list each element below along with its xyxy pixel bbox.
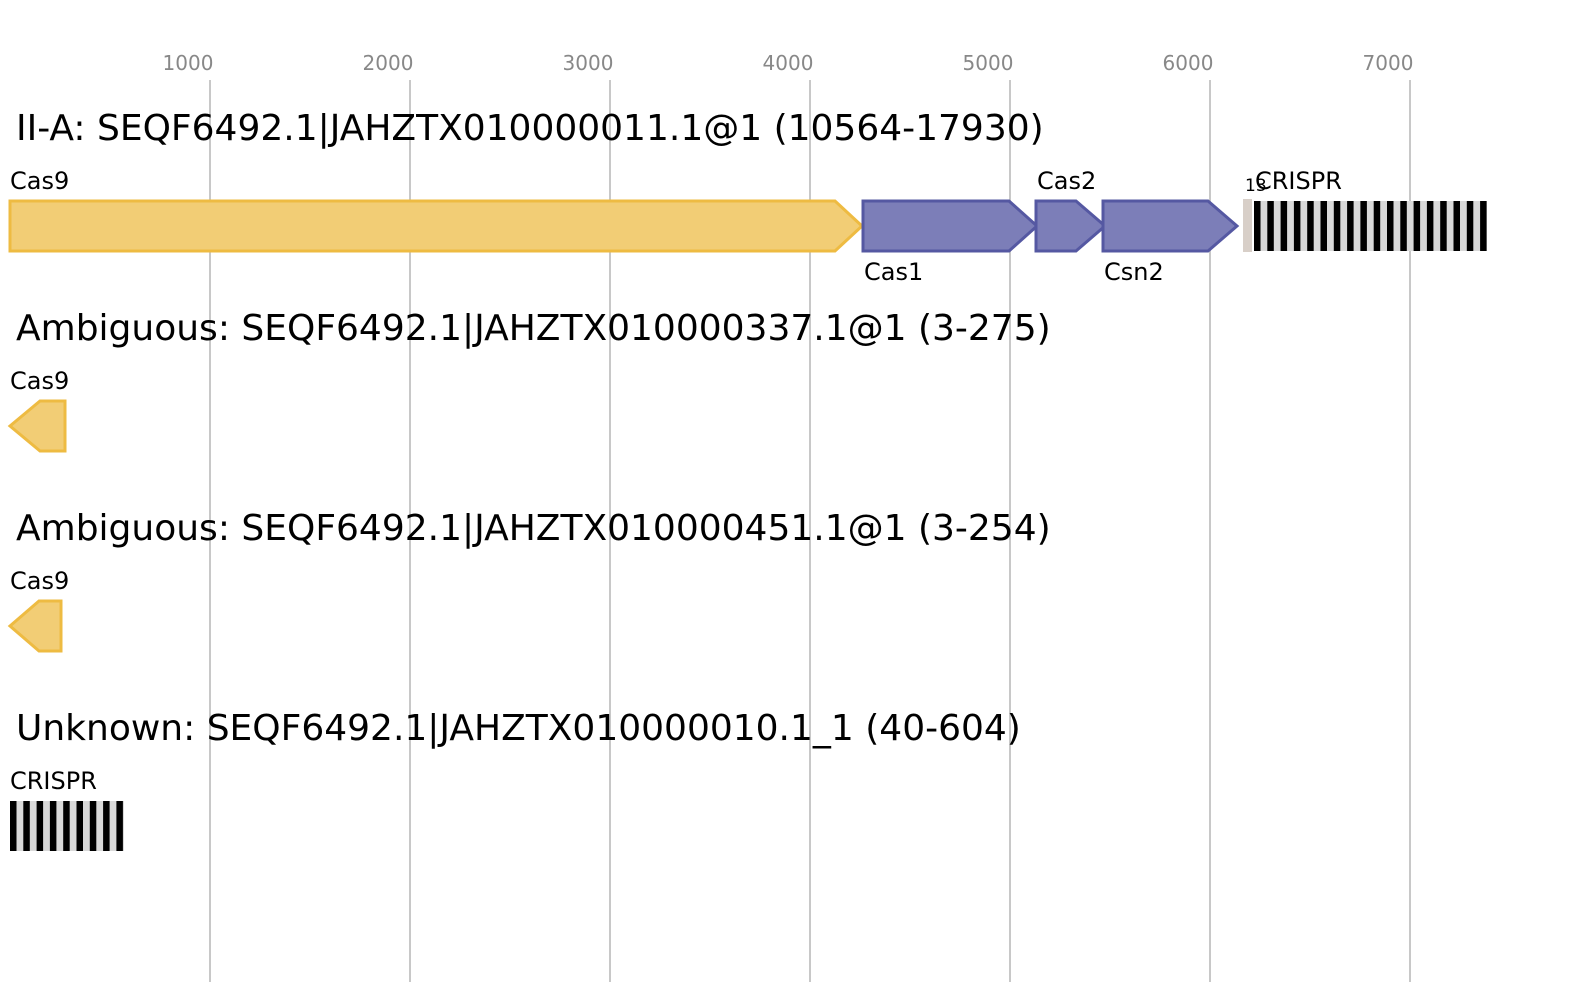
crispr-repeat (1254, 201, 1261, 251)
gene-label: Cas1 (864, 258, 923, 286)
gene-label: Cas9 (10, 567, 69, 595)
crispr-array[interactable]: CRISPR (10, 767, 124, 851)
crispr-repeat (1307, 201, 1314, 251)
track-ambiguous-451: Ambiguous: SEQF6492.1|JAHZTX010000451.1@… (7, 508, 1051, 653)
gene-arrow[interactable] (1034, 199, 1108, 253)
crispr-repeat (1267, 201, 1274, 251)
gene-arrow[interactable] (861, 199, 1040, 253)
gene-label: Cas2 (1037, 167, 1096, 195)
track-title: Ambiguous: SEQF6492.1|JAHZTX010000451.1@… (16, 508, 1051, 549)
crispr-repeat (1440, 201, 1447, 251)
gene-arrow[interactable] (8, 199, 865, 253)
gene-cas2[interactable]: Cas2 (1034, 167, 1108, 253)
crispr-spacer-background (1254, 201, 1487, 251)
crispr-label: CRISPR (10, 767, 97, 795)
crispr-repeat (89, 801, 97, 851)
gene-label: Cas9 (10, 167, 69, 195)
crispr-repeat (49, 801, 57, 851)
crispr-repeat (63, 801, 70, 851)
gene-cas9[interactable]: Cas9 (7, 567, 69, 653)
crispr-repeat (1453, 201, 1460, 251)
axis-tick-label: 1000 (163, 51, 214, 75)
crispr-array[interactable]: 13 CRISPR (1243, 167, 1487, 252)
crispr-repeat (1373, 201, 1381, 251)
gene-cas9[interactable]: Cas9 (8, 167, 865, 253)
crispr-label: CRISPR (1255, 167, 1342, 195)
crispr-repeat (1293, 201, 1301, 251)
crispr-repeat (1320, 201, 1327, 251)
crispr-repeat (1413, 201, 1421, 251)
track-title: II-A: SEQF6492.1|JAHZTX010000011.1@1 (10… (16, 108, 1044, 149)
axis-tick-label: 7000 (1363, 51, 1414, 75)
crispr-repeat (1387, 201, 1394, 251)
crispr-repeat (1360, 201, 1367, 251)
crispr-repeat (1333, 201, 1341, 251)
track-unknown-010: Unknown: SEQF6492.1|JAHZTX010000010.1_1 … (10, 708, 1021, 851)
axis-tick-label: 3000 (563, 51, 614, 75)
gene-cas9[interactable]: Cas9 (7, 367, 69, 453)
crispr-repeat (76, 801, 83, 851)
axis: 1000 2000 3000 4000 5000 6000 7000 (163, 51, 1414, 75)
axis-tick-label: 2000 (363, 51, 414, 75)
track-ambiguous-337: Ambiguous: SEQF6492.1|JAHZTX010000337.1@… (7, 308, 1051, 453)
track-ii-a: II-A: SEQF6492.1|JAHZTX010000011.1@1 (10… (8, 108, 1487, 286)
crispr-repeat (1400, 201, 1407, 251)
axis-tick-label: 6000 (1163, 51, 1214, 75)
crispr-repeat (1347, 201, 1354, 251)
gene-arrow[interactable] (1101, 199, 1240, 253)
crispr-repeat (1466, 201, 1474, 251)
crispr-count-label: 13 (1245, 176, 1267, 196)
crispr-repeats[interactable] (10, 801, 124, 851)
axis-tick-label: 5000 (963, 51, 1014, 75)
crispr-repeat (1426, 201, 1434, 251)
crispr-repeat (103, 801, 110, 851)
gene-arrow[interactable] (7, 399, 67, 453)
track-title: Ambiguous: SEQF6492.1|JAHZTX010000337.1@… (16, 308, 1051, 349)
crispr-repeats[interactable] (1254, 201, 1487, 251)
track-title: Unknown: SEQF6492.1|JAHZTX010000010.1_1 … (16, 708, 1021, 749)
gene-cas1[interactable]: Cas1 (861, 199, 1040, 286)
crispr-repeat (1280, 201, 1288, 251)
axis-tick-label: 4000 (763, 51, 814, 75)
gene-csn2[interactable]: Csn2 (1101, 199, 1240, 286)
crispr-repeat (36, 801, 44, 851)
crispr-repeat (116, 801, 123, 851)
gene-label: Csn2 (1104, 258, 1164, 286)
crispr-repeat (10, 801, 17, 851)
crispr-leader-marker (1243, 199, 1252, 252)
crispr-repeat (23, 801, 30, 851)
gene-label: Cas9 (10, 367, 69, 395)
gene-arrow[interactable] (7, 599, 63, 653)
crispr-repeat (1480, 201, 1487, 251)
